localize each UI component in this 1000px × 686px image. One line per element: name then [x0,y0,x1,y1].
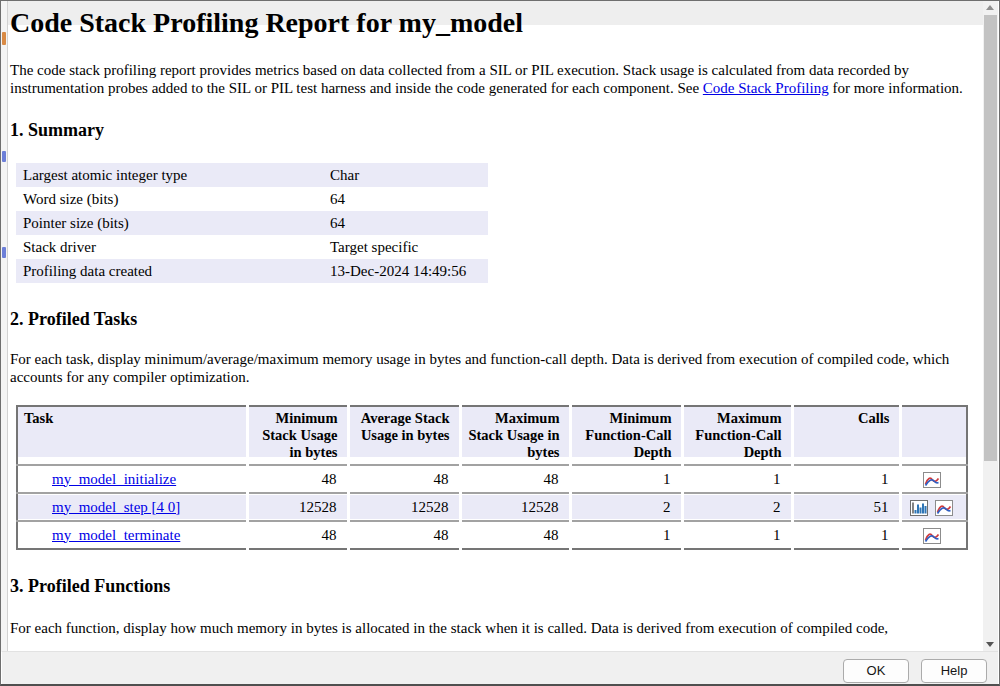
task-link-my-model-step[interactable]: my_model_step [4 0] [52,499,180,515]
summary-table: Largest atomic integer type Char Word si… [16,163,488,283]
intro-text-after-link: for more information. [829,80,963,96]
profiled-tasks-table: Task Minimum Stack Usage in bytes Averag… [16,405,968,550]
max-stack-value: 48 [460,465,570,493]
summary-row: Largest atomic integer type Char [16,163,488,187]
tasks-header-max-stack: Maximum Stack Usage in bytes [460,406,570,465]
stack-usage-plot-icon[interactable] [923,528,941,544]
summary-value: 64 [323,187,488,211]
functions-description: For each function, display how much memo… [10,619,972,637]
code-stack-profiling-link[interactable]: Code Stack Profiling [703,80,829,96]
summary-value: Char [323,163,488,187]
summary-row: Profiling data created 13-Dec-2024 14:49… [16,259,488,283]
summary-row: Pointer size (bits) 64 [16,211,488,235]
help-button[interactable]: Help [921,659,987,683]
min-depth-value: 2 [570,493,682,521]
summary-row: Stack driver Target specific [16,235,488,259]
avg-stack-value: 48 [348,465,460,493]
side-strip-marker-blue [2,247,6,258]
task-link-my-model-terminate[interactable]: my_model_terminate [52,527,180,543]
calls-value: 1 [792,465,900,493]
max-stack-value: 48 [460,521,570,549]
side-strip-marker-blue [2,151,6,162]
tasks-header-avg-stack: Average Stack Usage in bytes [348,406,460,465]
max-depth-value: 1 [682,521,792,549]
summary-heading: 1. Summary [10,120,983,141]
summary-label: Word size (bits) [16,187,323,211]
table-row: my_model_step [4 0] 12528 12528 12528 2 … [17,493,967,521]
summary-label: Stack driver [16,235,323,259]
code-stack-profiling-report-window: Code Stack Profiling Report for my_model… [0,0,1000,686]
table-row: my_model_terminate 48 48 48 1 1 1 [17,521,967,549]
tasks-header-max-depth: Maximum Function-Call Depth [682,406,792,465]
page-title: Code Stack Profiling Report for my_model [10,6,983,39]
tasks-header-calls: Calls [792,406,900,465]
summary-value: 13-Dec-2024 14:49:56 [323,259,488,283]
min-stack-value: 12528 [247,493,348,521]
stack-usage-plot-icon[interactable] [923,472,941,488]
ok-button[interactable]: OK [843,659,909,683]
tasks-header-min-depth: Minimum Function-Call Depth [570,406,682,465]
histogram-icon[interactable] [910,500,928,516]
avg-stack-value: 48 [348,521,460,549]
min-depth-value: 1 [570,465,682,493]
min-stack-value: 48 [247,465,348,493]
summary-label: Profiling data created [16,259,323,283]
tasks-header-task: Task [17,406,247,465]
dialog-button-bar: OK Help [2,651,998,684]
summary-label: Largest atomic integer type [16,163,323,187]
calls-value: 51 [792,493,900,521]
scrollbar-thumb[interactable] [984,15,997,461]
table-row: my_model_initialize 48 48 48 1 1 1 [17,465,967,493]
tasks-heading: 2. Profiled Tasks [10,309,983,330]
avg-stack-value: 12528 [348,493,460,521]
task-link-my-model-initialize[interactable]: my_model_initialize [52,471,176,487]
summary-label: Pointer size (bits) [16,211,323,235]
intro-paragraph: The code stack profiling report provides… [10,61,972,97]
functions-heading: 3. Profiled Functions [10,576,983,597]
side-strip-marker-orange [2,32,6,45]
max-stack-value: 12528 [460,493,570,521]
min-stack-value: 48 [247,521,348,549]
scroll-down-icon[interactable] [986,642,994,647]
tasks-header-min-stack: Minimum Stack Usage in bytes [247,406,348,465]
tasks-header-row: Task Minimum Stack Usage in bytes Averag… [17,406,967,465]
tasks-description: For each task, display minimum/average/m… [10,350,972,386]
collapsed-side-strip [1,1,8,652]
report-content: Code Stack Profiling Report for my_model… [8,1,983,653]
scroll-up-icon[interactable] [986,5,994,10]
summary-value: Target specific [323,235,488,259]
summary-row: Word size (bits) 64 [16,187,488,211]
vertical-scrollbar[interactable] [983,1,998,652]
summary-value: 64 [323,211,488,235]
max-depth-value: 1 [682,465,792,493]
min-depth-value: 1 [570,521,682,549]
max-depth-value: 2 [682,493,792,521]
tasks-header-details [900,406,967,465]
stack-usage-plot-icon[interactable] [935,500,953,516]
calls-value: 1 [792,521,900,549]
